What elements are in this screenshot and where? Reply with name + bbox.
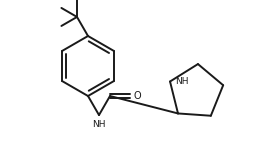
Text: NH: NH: [175, 77, 188, 86]
Text: O: O: [134, 91, 142, 101]
Text: NH: NH: [92, 120, 106, 129]
